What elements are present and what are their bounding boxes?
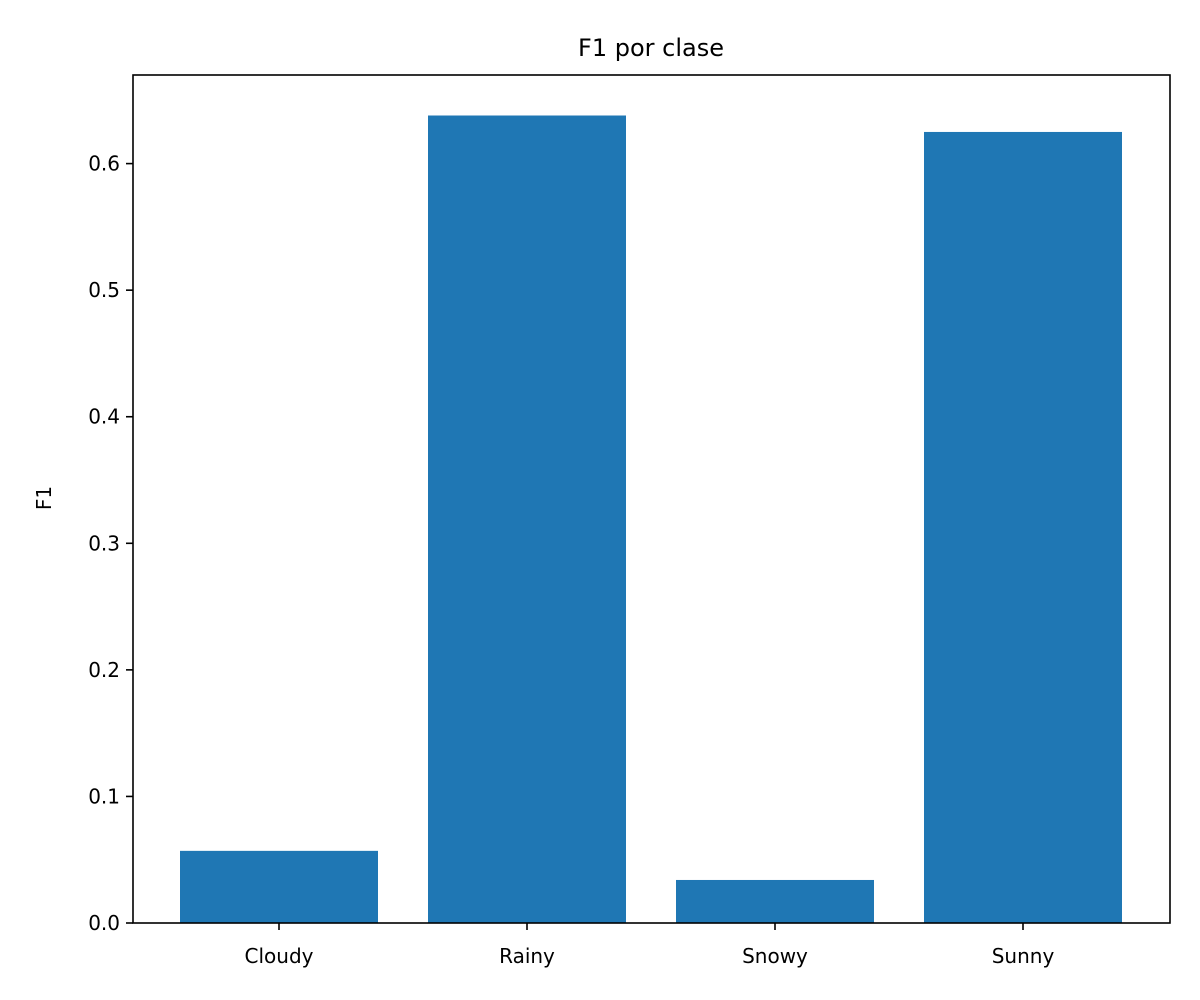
bar-sunny xyxy=(924,131,1122,924)
bar-snowy xyxy=(676,879,874,923)
x-tick-label: Sunny xyxy=(992,944,1055,968)
plot-frame xyxy=(132,74,1171,924)
x-ticks-group: Cloudy Rainy Snowy Sunny xyxy=(245,923,1055,968)
y-tick-label: 0.3 xyxy=(88,531,120,555)
y-tick-label: 0.6 xyxy=(88,152,120,176)
bar-rainy xyxy=(428,115,626,924)
y-ticks-group: 0.0 0.1 0.2 0.3 0.4 0.5 0.6 xyxy=(88,152,133,935)
bar-cloudy xyxy=(180,850,378,923)
y-tick-label: 0.1 xyxy=(88,784,120,808)
y-axis-label: F1 xyxy=(32,486,56,510)
y-tick-label: 0.4 xyxy=(88,405,120,429)
y-tick-label: 0.2 xyxy=(88,658,120,682)
x-tick-label: Rainy xyxy=(499,944,555,968)
x-tick-label: Snowy xyxy=(742,944,808,968)
x-tick-label: Cloudy xyxy=(245,944,314,968)
bars-group xyxy=(180,115,1122,924)
y-tick-label: 0.5 xyxy=(88,278,120,302)
chart-title: F1 por clase xyxy=(578,34,724,62)
y-tick-label: 0.0 xyxy=(88,911,120,935)
